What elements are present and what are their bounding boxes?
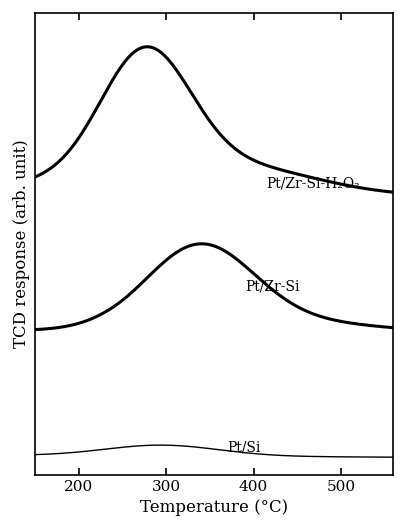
X-axis label: Temperature (°C): Temperature (°C) <box>140 499 288 516</box>
Text: Pt/Zr-Si-H₂O₂: Pt/Zr-Si-H₂O₂ <box>266 177 360 191</box>
Y-axis label: TCD response (arb. unit): TCD response (arb. unit) <box>13 140 30 348</box>
Text: Pt/Zr-Si: Pt/Zr-Si <box>244 280 298 294</box>
Text: Pt/Si: Pt/Si <box>227 440 260 454</box>
